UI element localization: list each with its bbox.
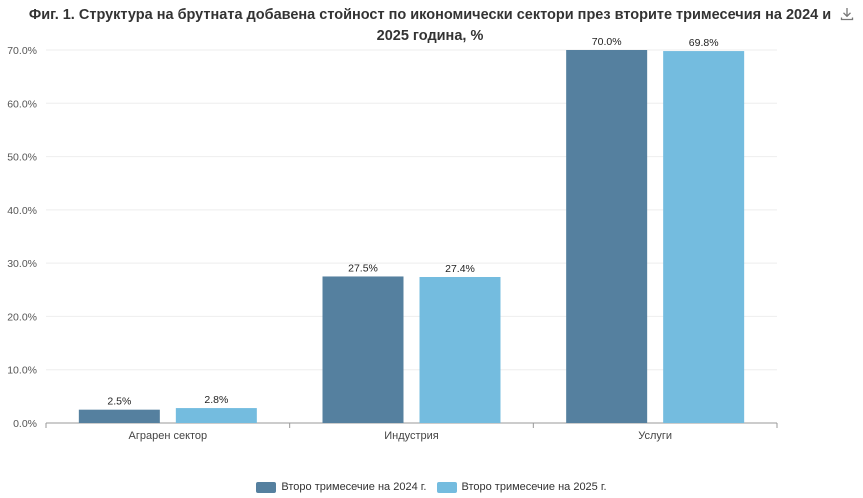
legend-item-2024[interactable]: Второ тримесечие на 2024 г. — [256, 481, 427, 493]
legend-item-2025[interactable]: Второ тримесечие на 2025 г. — [436, 481, 607, 493]
y-tick-label: 40.0% — [7, 205, 37, 217]
chart-title: Фиг. 1. Структура на брутната добавена с… — [28, 7, 832, 44]
y-tick-label: 20.0% — [7, 311, 37, 323]
y-tick-label: 30.0% — [7, 258, 37, 270]
legend: Второ тримесечие на 2024 г. Второ тримес… — [0, 481, 863, 493]
category-label: Аграрен сектор — [129, 430, 208, 442]
legend-swatch-2025 — [436, 481, 457, 493]
data-label: 69.8% — [689, 37, 719, 49]
data-label: 2.5% — [107, 396, 131, 408]
download-icon[interactable] — [839, 6, 855, 22]
y-tick-label: 10.0% — [7, 365, 37, 377]
bar[interactable] — [322, 276, 404, 423]
data-label: 2.8% — [204, 394, 228, 406]
bar[interactable] — [566, 50, 648, 423]
y-tick-label: 60.0% — [7, 98, 37, 110]
legend-label-2025: Второ тримесечие на 2025 г. — [461, 481, 607, 493]
data-label: 27.4% — [445, 263, 475, 275]
legend-swatch-2024 — [256, 481, 277, 493]
bar[interactable] — [419, 276, 501, 423]
y-tick-label: 0.0% — [13, 418, 37, 430]
data-label: 70.0% — [592, 36, 622, 48]
category-label: Услуги — [638, 430, 672, 442]
bar[interactable] — [663, 51, 745, 424]
data-label: 27.5% — [348, 262, 378, 274]
bar[interactable] — [78, 409, 160, 423]
chart-canvas: 0.0% 10.0% 20.0% 30.0% 40.0% 50.0% 60.0% 70.0% 2… — [7, 36, 778, 442]
legend-label-2024: Второ тримесечие на 2024 г. — [281, 481, 427, 493]
bar[interactable] — [175, 408, 257, 423]
category-label: Индустрия — [384, 430, 439, 442]
y-tick-label: 50.0% — [7, 152, 37, 164]
y-tick-label: 70.0% — [7, 45, 37, 57]
